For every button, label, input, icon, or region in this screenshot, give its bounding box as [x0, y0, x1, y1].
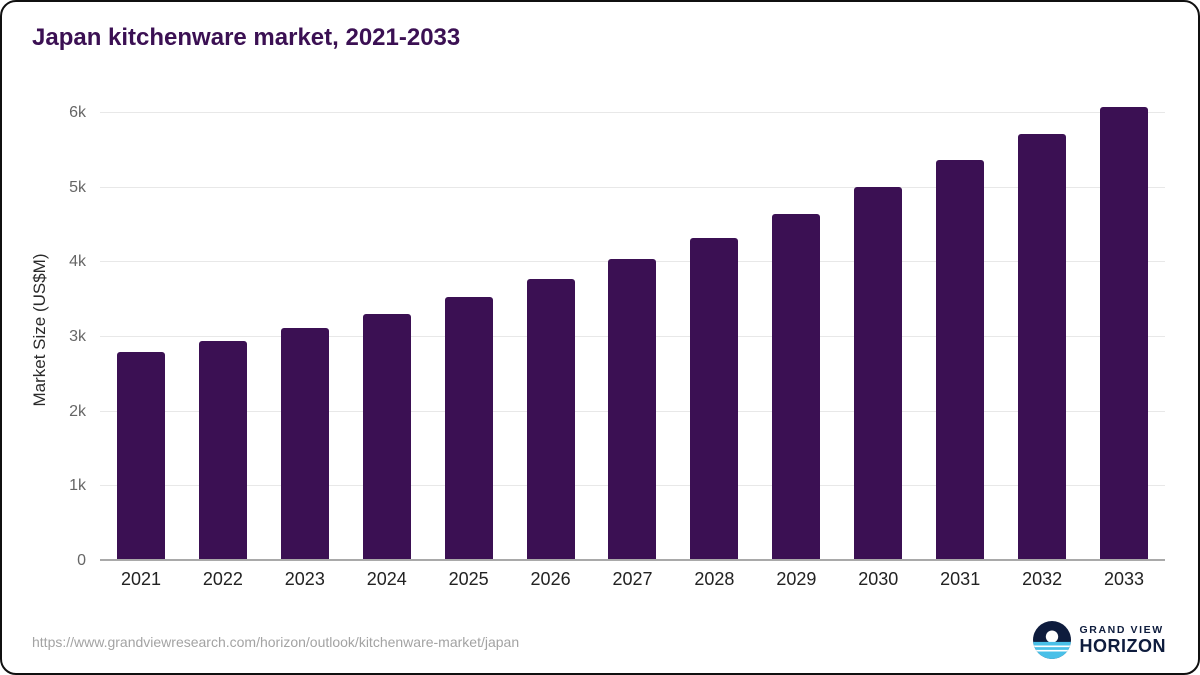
bar-slot: [428, 98, 510, 561]
bar-slot: [919, 98, 1001, 561]
bar-2024[interactable]: [362, 313, 411, 561]
y-tick-label: 6k: [69, 103, 86, 121]
chart-plot-area: 0 1k 2k 3k 4k 5k 6k: [69, 98, 1165, 569]
x-tick-label: 2029: [776, 569, 817, 589]
bar-slot: [673, 98, 755, 561]
bars: [100, 98, 1165, 561]
x-tick-label: 2030: [858, 569, 899, 589]
bar-2032[interactable]: [1018, 133, 1067, 561]
horizon-logo-icon: [1032, 621, 1071, 659]
brand-text: GRAND VIEW HORIZON: [1080, 624, 1167, 657]
y-tick-label: 0: [77, 552, 86, 569]
bar-slot: [592, 98, 674, 561]
y-tick-label: 5k: [69, 178, 86, 196]
x-tick-label: 2022: [202, 569, 243, 589]
bar-2023[interactable]: [280, 328, 329, 561]
y-tick-label: 1k: [69, 477, 86, 495]
bar-slot: [837, 98, 919, 561]
bar-2026[interactable]: [526, 278, 575, 561]
bar-2031[interactable]: [936, 159, 985, 561]
bar-slot: [510, 98, 592, 561]
y-tick-label: 4k: [69, 253, 86, 271]
bar-2030[interactable]: [854, 186, 903, 561]
bar-slot: [1083, 98, 1165, 561]
x-tick-label: 2032: [1022, 569, 1063, 589]
x-tick-label: 2028: [694, 569, 735, 589]
bar-2028[interactable]: [690, 237, 739, 561]
x-tick-label: 2033: [1104, 569, 1145, 589]
x-tick-label: 2027: [612, 569, 653, 589]
x-axis-labels: 2021 2022 2023 2024 2025 2026 2027 2028 2029 2030…: [100, 569, 1165, 590]
bar-2021[interactable]: [116, 351, 165, 561]
x-tick-label: 2021: [120, 569, 161, 589]
y-axis-title: Market Size (US$M): [30, 253, 49, 407]
brand-logo[interactable]: GRAND VIEW HORIZON: [1032, 621, 1167, 659]
bar-slot: [100, 98, 182, 561]
gridline: [100, 186, 1165, 188]
y-tick-label: 3k: [69, 327, 86, 345]
bar-2025[interactable]: [444, 297, 493, 561]
bar-slot: [346, 98, 428, 561]
bar-slot: [182, 98, 264, 561]
bar-2022[interactable]: [198, 340, 247, 561]
chart-title: Japan kitchenware market, 2021-2033: [32, 24, 461, 51]
bar-2029[interactable]: [772, 213, 821, 561]
x-tick-label: 2031: [940, 569, 981, 589]
bar-slot: [755, 98, 837, 561]
x-axis-line: [100, 559, 1165, 561]
brand-name-bottom: HORIZON: [1079, 635, 1166, 656]
brand-name-top: GRAND VIEW: [1079, 623, 1164, 636]
bar-slot: [264, 98, 346, 561]
x-tick-label: 2026: [530, 569, 571, 589]
x-tick-label: 2025: [448, 569, 489, 589]
x-tick-label: 2024: [366, 569, 407, 589]
source-url: https://www.grandviewresearch.com/horizo…: [32, 634, 520, 650]
y-tick-label: 2k: [69, 402, 86, 420]
bar-2033[interactable]: [1100, 106, 1149, 561]
bar-2027[interactable]: [608, 259, 657, 561]
x-tick-label: 2023: [284, 569, 325, 589]
gridline: [100, 111, 1165, 113]
bar-slot: [1001, 98, 1083, 561]
